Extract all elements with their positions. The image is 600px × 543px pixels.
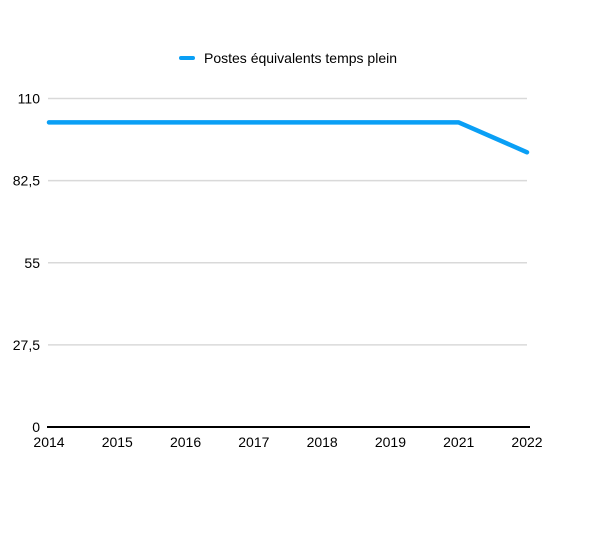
y-axis-tick-label: 55 [24,255,40,271]
x-axis-tick-label: 2022 [511,434,542,450]
x-axis-tick-label: 2014 [33,434,64,450]
x-axis-tick-label: 2019 [375,434,406,450]
legend-label: Postes équivalents temps plein [204,50,397,66]
x-axis-tick-label: 2016 [170,434,201,450]
y-axis-tick-label: 0 [32,419,40,435]
x-axis-tick-label: 2021 [443,434,474,450]
x-axis-tick-label: 2018 [307,434,338,450]
y-axis-tick-label: 82,5 [13,173,40,189]
y-axis-tick-label: 27,5 [13,337,40,353]
legend-line-marker [179,55,195,61]
x-axis-tick-label: 2015 [102,434,133,450]
series-line [46,120,530,155]
y-axis-tick-label: 110 [18,91,41,107]
legend: Postes équivalents temps plein [49,49,527,67]
x-axis-tick-label: 2017 [238,434,269,450]
